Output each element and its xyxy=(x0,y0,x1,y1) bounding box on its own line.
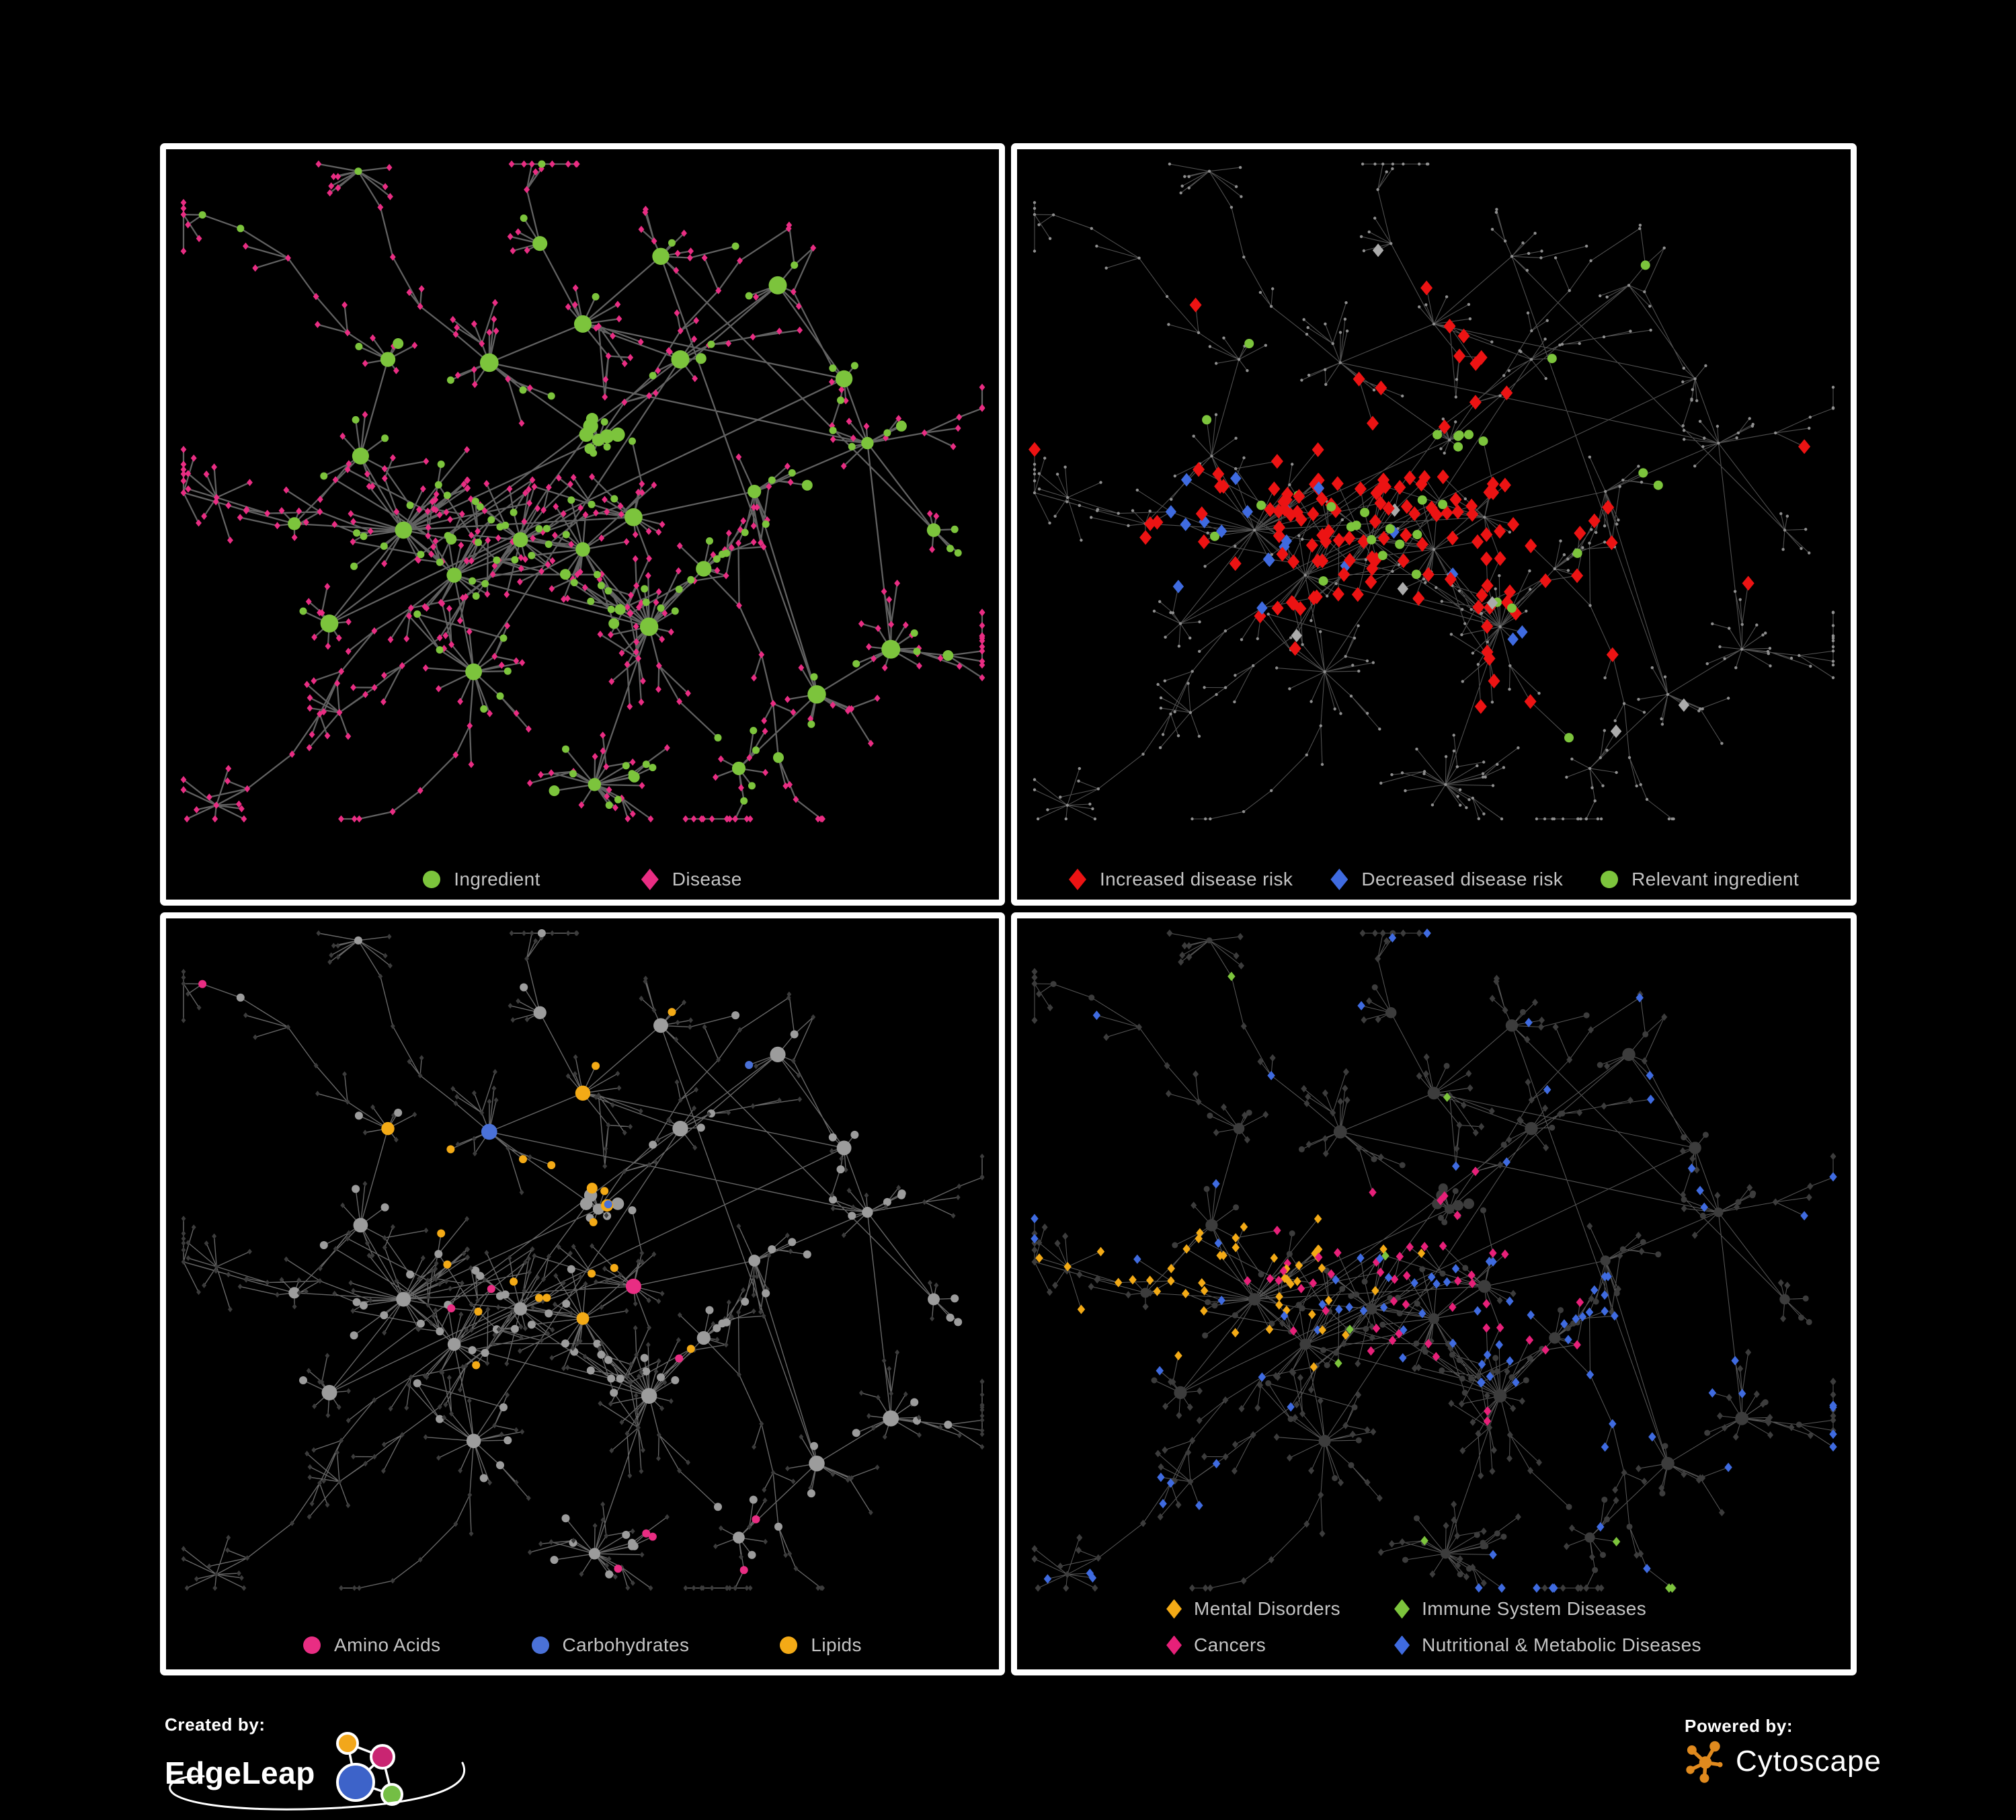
immune-diseases-legend-marker xyxy=(1394,1599,1410,1619)
legend-item: Nutritional & Metabolic Diseases xyxy=(1394,1634,1701,1656)
network-edges xyxy=(1034,933,1834,1589)
legend-label: Ingredient xyxy=(454,869,540,889)
legend-label: Nutritional & Metabolic Diseases xyxy=(1422,1634,1701,1655)
legend-item: Cancers xyxy=(1166,1634,1340,1656)
legend-item: Amino Acids xyxy=(303,1634,440,1656)
legend-item: Mental Disorders xyxy=(1166,1598,1340,1620)
mental-disorders-legend-marker xyxy=(1166,1599,1182,1619)
panel-disease-classes: Mental Disorders Immune System Diseases … xyxy=(1011,912,1857,1675)
network-nodes-highlight xyxy=(1029,243,1811,743)
edgeleap-network-icon xyxy=(335,1732,403,1806)
network-graph xyxy=(1031,928,1837,1593)
legend: Mental Disorders Immune System Diseases … xyxy=(1017,1598,1851,1656)
ingredient-legend-marker xyxy=(423,871,441,888)
legend-item: Ingredient xyxy=(423,869,540,890)
panel-ingredient-disease: Ingredient Disease xyxy=(160,143,1005,906)
legend-item: Relevant ingredient xyxy=(1601,869,1799,890)
edgeleap-wordmark: EdgeLeap xyxy=(165,1755,315,1790)
disease-legend-marker xyxy=(641,869,659,890)
legend-label: Lipids xyxy=(811,1634,862,1655)
lipids-legend-marker xyxy=(780,1636,798,1654)
network-nodes-muted xyxy=(181,929,985,1591)
cytoscape-icon xyxy=(1686,1741,1723,1783)
legend: Increased disease risk Decreased disease… xyxy=(1017,869,1851,890)
carbohydrates-legend-marker xyxy=(531,1636,549,1654)
legend: Ingredient Disease xyxy=(166,869,999,890)
cancers-legend-marker xyxy=(1166,1635,1182,1655)
created-by-label: Created by: xyxy=(165,1714,266,1735)
legend-item: Disease xyxy=(641,869,742,890)
edgeleap-swoosh xyxy=(169,1762,466,1811)
decreased-risk-legend-marker xyxy=(1330,869,1348,890)
legend-label: Disease xyxy=(672,869,742,889)
legend-item: Decreased disease risk xyxy=(1330,869,1563,890)
nutritional-metabolic-legend-marker xyxy=(1394,1635,1410,1655)
network-nodes-highlight xyxy=(198,980,760,1575)
network-nodes-muted xyxy=(1033,162,1835,821)
legend-label: Amino Acids xyxy=(334,1634,441,1655)
network-graph xyxy=(180,160,985,823)
legend-item: Lipids xyxy=(780,1634,862,1656)
network-edges xyxy=(1034,163,1834,820)
legend-item: Carbohydrates xyxy=(531,1634,690,1656)
panel-nutrient-classes: Amino Acids Carbohydrates Lipids xyxy=(160,912,1005,1675)
legend: Amino Acids Carbohydrates Lipids xyxy=(166,1634,999,1656)
legend-label: Decreased disease risk xyxy=(1361,869,1564,889)
footer-created-by: Created by: EdgeLeap xyxy=(165,1714,466,1815)
legend-label: Cancers xyxy=(1194,1634,1266,1655)
legend-label: Immune System Diseases xyxy=(1422,1598,1647,1619)
network-nodes-highlight xyxy=(198,160,962,809)
legend-item: Immune System Diseases xyxy=(1394,1598,1701,1620)
legend-item: Increased disease risk xyxy=(1068,869,1293,890)
legend-label: Relevant ingredient xyxy=(1631,869,1800,889)
cytoscape-wordmark: Cytoscape xyxy=(1736,1745,1882,1778)
network-graph xyxy=(1029,162,1835,821)
amino-acids-legend-marker xyxy=(303,1636,321,1654)
legend-label: Increased disease risk xyxy=(1099,869,1293,889)
panel-disease-risk: Increased disease risk Decreased disease… xyxy=(1011,143,1857,906)
network-graph xyxy=(181,929,985,1591)
relevant-ingredient-legend-marker xyxy=(1601,871,1619,888)
legend-label: Carbohydrates xyxy=(562,1634,690,1655)
network-edges xyxy=(182,163,983,820)
network-nodes-highlight xyxy=(1031,928,1837,1593)
increased-risk-legend-marker xyxy=(1068,869,1086,890)
powered-by-label: Powered by: xyxy=(1685,1716,1793,1736)
network-nodes-muted xyxy=(1031,929,1837,1592)
footer-powered-by: Powered by: Cytoscape xyxy=(1685,1716,1967,1803)
network-edges xyxy=(183,933,983,1589)
legend-label: Mental Disorders xyxy=(1194,1598,1341,1619)
